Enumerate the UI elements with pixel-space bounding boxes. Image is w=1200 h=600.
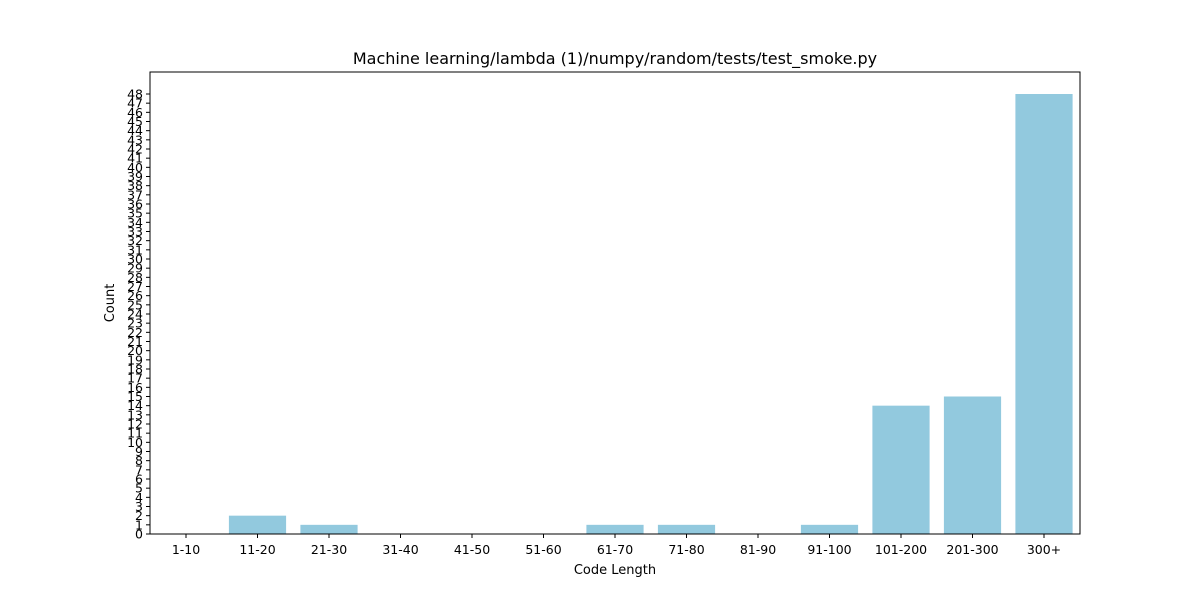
- y-tick-label: 31: [127, 242, 143, 257]
- y-tick-label: 6: [135, 472, 143, 487]
- y-tick-label: 12: [127, 417, 143, 432]
- y-tick-label: 13: [127, 407, 143, 422]
- x-axis-label: Code Length: [574, 563, 656, 578]
- y-tick-label: 46: [127, 105, 143, 120]
- y-tick-label: 9: [135, 444, 143, 459]
- y-tick-label: 34: [127, 215, 143, 230]
- x-tick-label: 11-20: [239, 542, 275, 557]
- y-tick-label: 25: [127, 297, 143, 312]
- y-tick-label: 48: [127, 87, 143, 102]
- y-tick-label: 44: [127, 123, 143, 138]
- x-tick-label: 81-90: [740, 542, 776, 557]
- x-tick-label: 91-100: [807, 542, 851, 557]
- x-tick-label: 31-40: [382, 542, 418, 557]
- y-tick-label: 14: [127, 398, 143, 413]
- bar-91-100: [800, 524, 859, 534]
- y-tick-label: 22: [127, 325, 143, 340]
- bar-71-80: [657, 524, 716, 534]
- x-axis: 1-10 11-20 21-30 31-40 41-50 51-60 61-70 71-80 8…: [172, 534, 1061, 557]
- y-tick-label: 18: [127, 362, 143, 377]
- y-tick-label: 42: [127, 142, 143, 157]
- chart-title: Machine learning/lambda (1)/numpy/random…: [353, 49, 877, 69]
- y-tick-label: 24: [127, 307, 143, 322]
- x-tick-label: 21-30: [311, 542, 347, 557]
- y-axis: 0123456789101112131415161718192021222324…: [127, 87, 150, 542]
- y-tick-label: 3: [135, 499, 143, 514]
- y-tick-label: 37: [127, 187, 143, 202]
- y-axis-label: Count: [103, 284, 118, 323]
- x-tick-label: 1-10: [172, 542, 200, 557]
- bar-300+: [1015, 94, 1073, 534]
- y-tick-label: 27: [127, 279, 143, 294]
- y-tick-label: 11: [127, 426, 143, 441]
- x-tick-label: 201-300: [946, 542, 998, 557]
- y-tick-label: 16: [127, 380, 143, 395]
- y-tick-label: 4: [135, 490, 143, 505]
- y-tick-label: 26: [127, 288, 143, 303]
- y-tick-label: 39: [127, 169, 143, 184]
- x-tick-label: 61-70: [597, 542, 633, 557]
- y-tick-label: 7: [135, 462, 143, 477]
- y-tick-label: 33: [127, 224, 143, 239]
- plot-frame: [149, 71, 1081, 535]
- y-tick-label: 41: [127, 151, 143, 166]
- y-tick-label: 30: [127, 252, 143, 267]
- y-tick-label: 15: [127, 389, 143, 404]
- x-tick-label: 300+: [1027, 542, 1061, 557]
- x-tick-label: 71-80: [668, 542, 704, 557]
- y-tick-label: 10: [127, 435, 143, 450]
- y-tick-label: 47: [127, 96, 143, 111]
- bar-61-70: [586, 524, 644, 534]
- x-tick-label: 41-50: [454, 542, 490, 557]
- y-tick-label: 5: [135, 481, 143, 496]
- y-tick-label: 8: [135, 453, 143, 468]
- bars-layer: [228, 94, 1073, 534]
- y-tick-label: 29: [127, 261, 143, 276]
- y-tick-label: 21: [127, 334, 143, 349]
- y-tick-label: 45: [127, 114, 143, 129]
- y-tick-label: 2: [135, 508, 143, 523]
- y-tick-label: 35: [127, 206, 143, 221]
- y-tick-label: 36: [127, 197, 143, 212]
- y-tick-label: 19: [127, 352, 143, 367]
- y-tick-label: 23: [127, 316, 143, 331]
- y-tick-label: 1: [135, 517, 143, 532]
- bar-21-30: [300, 524, 358, 534]
- x-tick-label: 101-200: [875, 542, 927, 557]
- y-tick-label: 17: [127, 371, 143, 386]
- bar-11-20: [228, 515, 287, 534]
- y-tick-label: 43: [127, 132, 143, 147]
- x-tick-label: 51-60: [525, 542, 561, 557]
- bar-101-200: [872, 405, 930, 534]
- y-tick-label: 0: [135, 527, 143, 542]
- y-tick-label: 32: [127, 233, 143, 248]
- y-tick-label: 28: [127, 270, 143, 285]
- y-tick-label: 40: [127, 160, 143, 175]
- bar-201-300: [943, 396, 1002, 534]
- y-tick-label: 38: [127, 178, 143, 193]
- y-tick-label: 20: [127, 343, 143, 358]
